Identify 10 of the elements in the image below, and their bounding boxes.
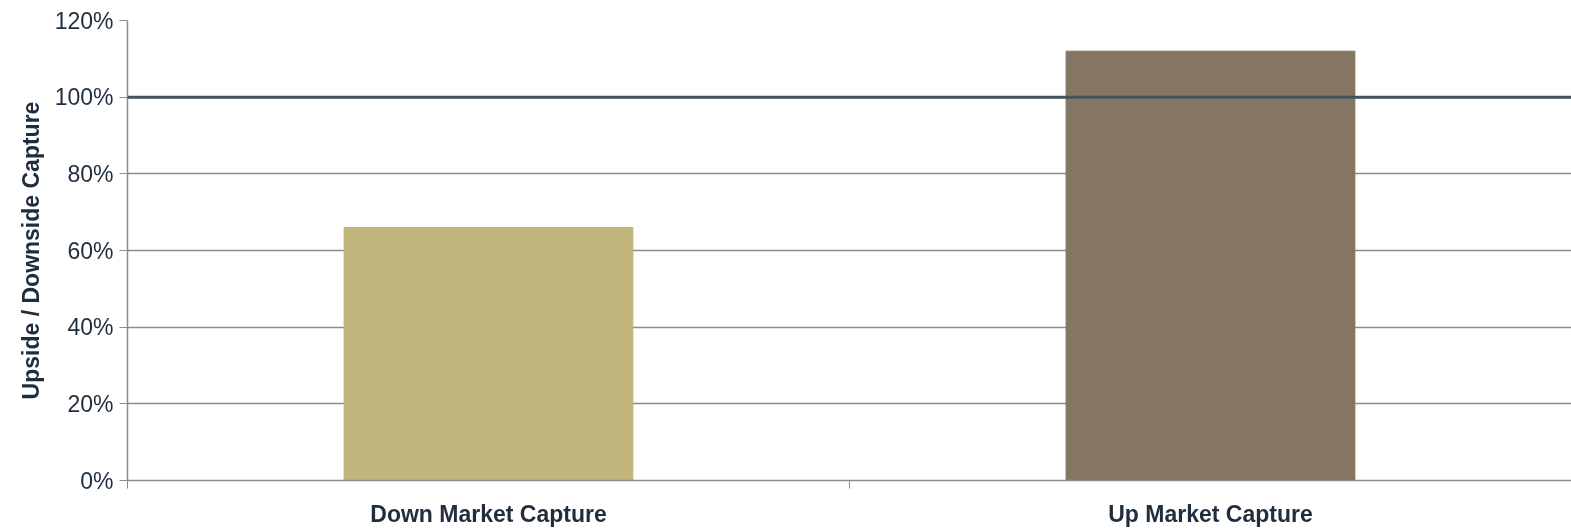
y-tick-label: 40% xyxy=(67,314,114,341)
y-tick-label: 0% xyxy=(80,467,114,494)
y-tick-label: 20% xyxy=(67,390,114,417)
y-tick-label: 100% xyxy=(54,84,114,111)
y-tick-label: 120% xyxy=(54,7,114,34)
y-axis-title: Upside / Downside Capture xyxy=(17,101,44,400)
y-tick-label: 80% xyxy=(67,160,114,187)
x-tick-label: Up Market Capture xyxy=(1108,500,1313,527)
x-tick-label: Down Market Capture xyxy=(370,500,607,527)
y-tick-label: 60% xyxy=(67,237,114,264)
